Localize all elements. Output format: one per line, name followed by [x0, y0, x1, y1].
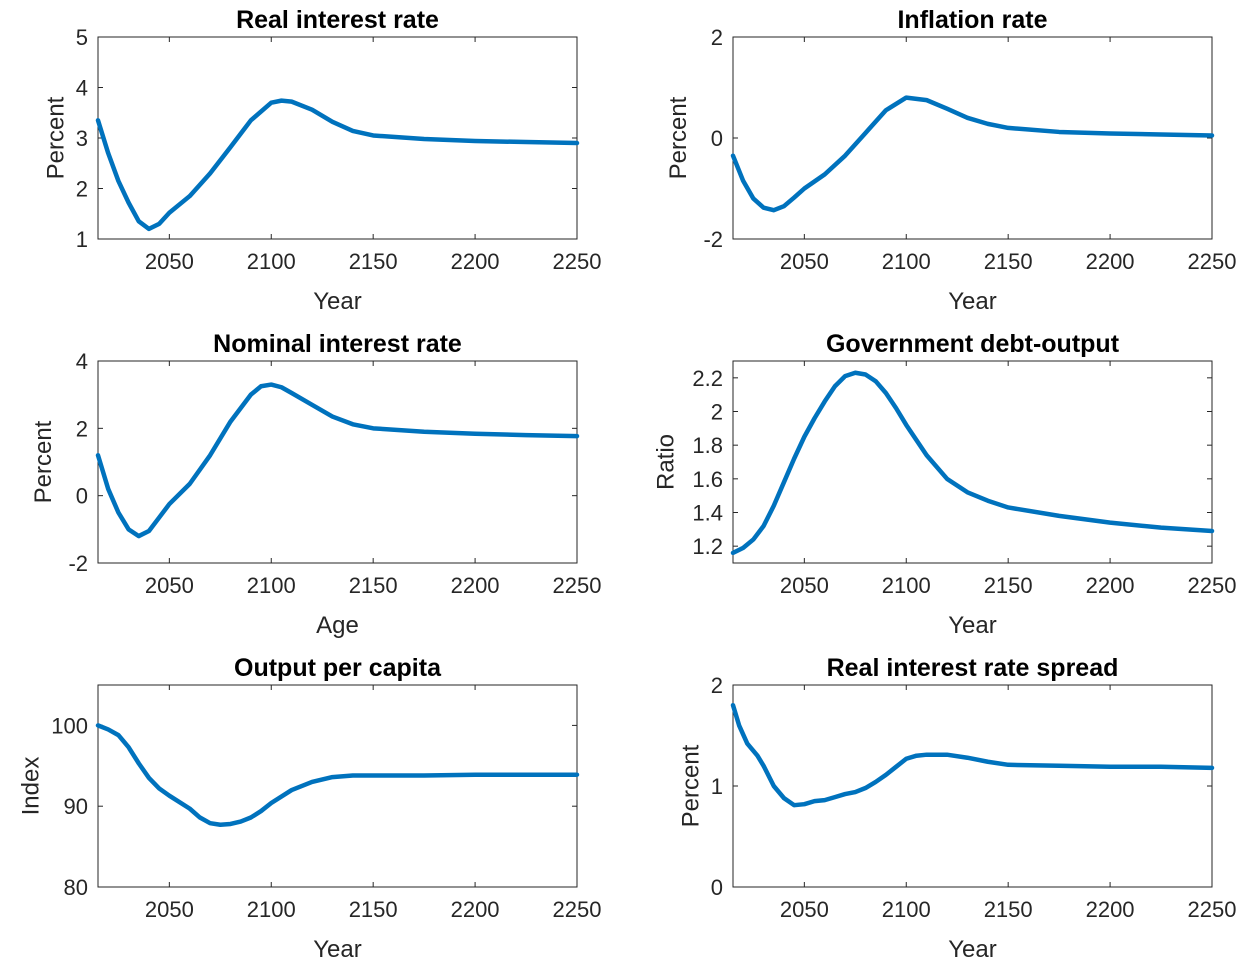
y-tick-label: 2: [76, 416, 88, 441]
y-axis-label: Ratio: [653, 434, 680, 490]
series-line: [730, 370, 1215, 556]
panel-2: 2050 2100 2150 2200 2250 -2 0 2 Inflation rate Ye…: [665, 6, 1236, 315]
y-axis-label: Index: [18, 757, 45, 816]
x-tick-label: 2250: [1188, 573, 1237, 598]
axes-box: [97, 684, 578, 888]
panel-5: 2050 2100 2150 2200 2250 80 90 100 Output per ca…: [18, 654, 602, 960]
x-tick-label: 2100: [247, 249, 296, 274]
y-tick-label: 1: [711, 774, 723, 799]
series-line: [95, 723, 580, 828]
y-tick-label: -2: [68, 551, 88, 576]
series-line: [95, 98, 580, 232]
panel-title: Output per capita: [234, 654, 442, 682]
y-tick-label: 80: [64, 875, 88, 900]
y-axis-label: Percent: [665, 96, 692, 179]
y-tick-label: 5: [76, 25, 88, 50]
series-line: [95, 382, 580, 539]
y-tick-label: 2: [711, 673, 723, 698]
x-tick-label: 2150: [349, 573, 398, 598]
axes-box: [732, 36, 1213, 240]
x-tick-label: 2200: [451, 573, 500, 598]
panel-4: 2050 2100 2150 2200 2250 1.2 1.4 1.6 1.8 2 2.2 Gove…: [653, 330, 1237, 639]
y-tick-label: -2: [703, 227, 723, 252]
panel-title: Nominal interest rate: [213, 330, 462, 358]
panel-6: 2050 2100 2150 2200 2250 0 1 2 Real interest rat…: [678, 654, 1237, 960]
x-tick-label: 2200: [1086, 897, 1135, 922]
x-tick-label: 2150: [984, 573, 1033, 598]
x-tick-label: 2100: [882, 249, 931, 274]
x-tick-label: 2200: [451, 249, 500, 274]
x-axis-label: Year: [313, 288, 362, 315]
x-tick-label: 2250: [1188, 249, 1237, 274]
y-tick-label: 4: [76, 349, 88, 374]
axes-box: [97, 360, 578, 564]
x-tick-label: 2150: [349, 249, 398, 274]
panel-3: 2050 2100 2150 2200 2250 -2 0 2 4 Nominal interes…: [30, 330, 601, 639]
y-tick-label: 1.2: [692, 534, 723, 559]
x-tick-label: 2250: [553, 249, 602, 274]
x-tick-label: 2250: [1188, 897, 1237, 922]
x-axis-label: Year: [948, 936, 997, 960]
panel-title: Real interest rate: [236, 6, 439, 34]
y-axis-label: Percent: [678, 744, 705, 827]
y-tick-label: 2: [76, 177, 88, 202]
panel-title: Real interest rate spread: [827, 654, 1119, 682]
x-axis-label: Age: [316, 612, 359, 639]
series-line: [730, 95, 1215, 213]
x-tick-label: 2050: [145, 897, 194, 922]
y-tick-label: 2.2: [692, 366, 723, 391]
x-axis-label: Year: [948, 612, 997, 639]
y-tick-label: 2: [711, 25, 723, 50]
x-tick-label: 2200: [1086, 573, 1135, 598]
y-tick-label: 1: [76, 227, 88, 252]
x-tick-label: 2250: [553, 573, 602, 598]
panel-1: 2050 2100 2150 2200 2250 1 2 3 4 5 Real interest r…: [43, 6, 602, 315]
x-tick-label: 2100: [247, 897, 296, 922]
y-tick-label: 0: [711, 126, 723, 151]
axes-box: [732, 360, 1213, 564]
x-tick-label: 2200: [1086, 249, 1135, 274]
y-tick-label: 100: [51, 713, 88, 738]
x-tick-label: 2050: [145, 249, 194, 274]
y-tick-label: 0: [76, 484, 88, 509]
panel-title: Government debt-output: [826, 330, 1120, 358]
y-tick-label: 1.6: [692, 467, 723, 492]
x-axis-label: Year: [948, 288, 997, 315]
x-tick-label: 2050: [780, 897, 829, 922]
y-axis-label: Percent: [43, 96, 70, 179]
y-tick-label: 3: [76, 126, 88, 151]
y-tick-label: 4: [76, 76, 88, 101]
y-tick-label: 90: [64, 794, 88, 819]
x-tick-label: 2100: [882, 573, 931, 598]
y-axis-label: Percent: [30, 420, 57, 503]
x-tick-label: 2250: [553, 897, 602, 922]
panel-title: Inflation rate: [897, 6, 1047, 34]
x-tick-label: 2100: [247, 573, 296, 598]
y-tick-label: 2: [711, 400, 723, 425]
series-line: [730, 702, 1215, 808]
x-tick-label: 2200: [451, 897, 500, 922]
x-tick-label: 2150: [984, 249, 1033, 274]
y-tick-label: 1.4: [692, 501, 723, 526]
x-axis-label: Year: [313, 936, 362, 960]
axes-box: [97, 36, 578, 240]
x-tick-label: 2050: [780, 573, 829, 598]
x-tick-label: 2100: [882, 897, 931, 922]
y-tick-label: 0: [711, 875, 723, 900]
x-tick-label: 2150: [349, 897, 398, 922]
y-tick-label: 1.8: [692, 433, 723, 458]
axes-box: [732, 684, 1213, 888]
x-tick-label: 2050: [145, 573, 194, 598]
x-tick-label: 2050: [780, 249, 829, 274]
x-tick-label: 2150: [984, 897, 1033, 922]
